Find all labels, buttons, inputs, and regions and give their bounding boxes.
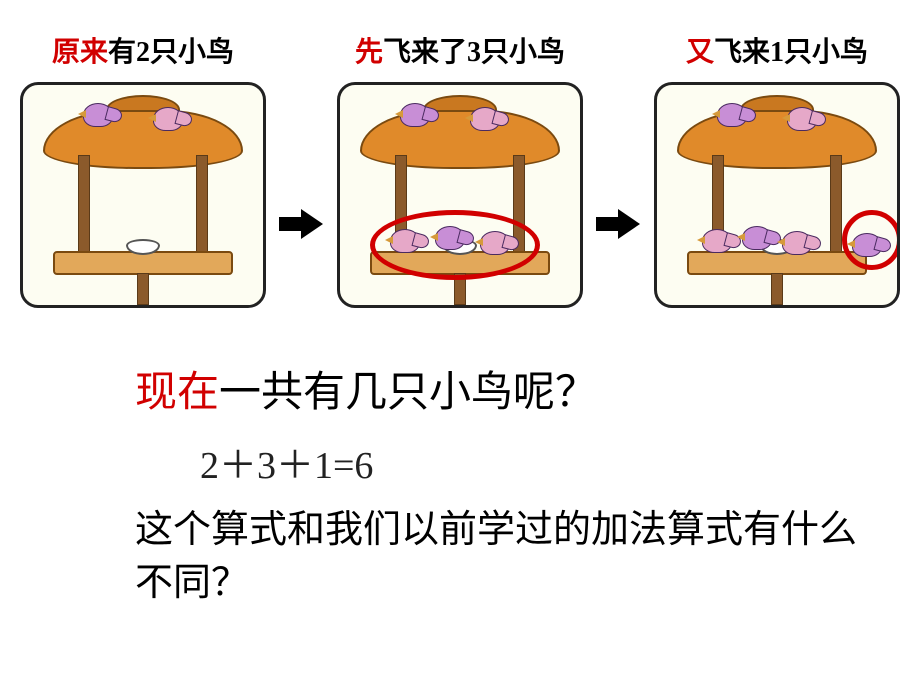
frame-1 (20, 82, 266, 308)
post-right (196, 155, 208, 265)
frame-3 (654, 82, 900, 308)
arrow-icon (596, 209, 641, 239)
bird-icon (782, 231, 812, 255)
followup-question: 这个算式和我们以前学过的加法算式有什么不同？ (135, 504, 860, 610)
roof (677, 110, 877, 169)
panel-1: 原来有2只小鸟 (20, 30, 266, 308)
bird-icon (742, 226, 772, 250)
caption-1-highlight: 原来 (52, 37, 108, 68)
post-right (830, 155, 842, 265)
caption-2: 先飞来了3只小鸟 (355, 30, 565, 70)
caption-3-highlight: 又 (686, 37, 714, 68)
bird-icon (470, 107, 500, 131)
panel-2: 先飞来了3只小鸟 (337, 30, 583, 308)
bird-icon (787, 107, 817, 131)
question-rest: 一共有几只小鸟呢？ (219, 370, 597, 416)
stand (771, 273, 783, 305)
bird-icon (83, 103, 113, 127)
post-left (78, 155, 90, 265)
caption-1-rest: 有2只小鸟 (108, 37, 234, 68)
roof (360, 110, 560, 169)
caption-3-rest: 飞来1只小鸟 (714, 37, 868, 68)
panel-3: 又飞来1只小鸟 (654, 30, 900, 308)
highlight-circle (842, 210, 900, 270)
roof (43, 110, 243, 169)
arrow-icon (279, 209, 324, 239)
stand (137, 273, 149, 305)
panels-row: 原来有2只小鸟 先飞来了3只小鸟 (0, 0, 920, 318)
caption-2-rest: 飞来了3只小鸟 (383, 37, 565, 68)
caption-3: 又飞来1只小鸟 (686, 30, 868, 70)
caption-1: 原来有2只小鸟 (52, 30, 234, 70)
bird-icon (400, 103, 430, 127)
highlight-circle (370, 210, 540, 280)
bird-icon (702, 229, 732, 253)
frame-2 (337, 82, 583, 308)
bird-icon (717, 103, 747, 127)
bird-icon (153, 107, 183, 131)
question-highlight: 现在 (135, 370, 219, 416)
equation: 2＋3＋1=6 (200, 434, 920, 489)
caption-2-highlight: 先 (355, 37, 383, 68)
main-question: 现在一共有几只小鸟呢？ (135, 358, 920, 419)
